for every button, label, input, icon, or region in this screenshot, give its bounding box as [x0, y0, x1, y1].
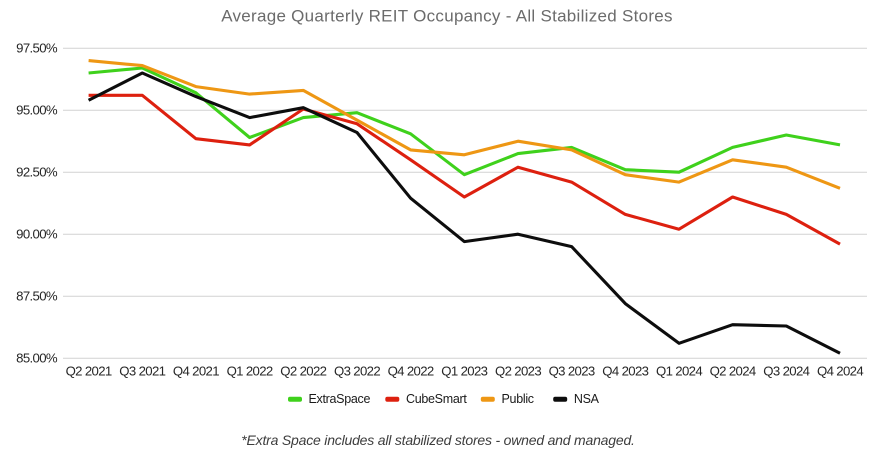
svg-text:87.50%: 87.50%: [16, 289, 58, 304]
svg-text:Public: Public: [502, 392, 534, 406]
svg-text:Average Quarterly REIT Occupan: Average Quarterly REIT Occupancy - All S…: [221, 6, 673, 25]
svg-text:*Extra Space includes all stab: *Extra Space includes all stabilized sto…: [241, 432, 634, 448]
svg-text:Q4 2023: Q4 2023: [602, 363, 648, 378]
svg-text:ExtraSpace: ExtraSpace: [309, 392, 371, 406]
svg-text:Q3 2021: Q3 2021: [119, 363, 165, 378]
svg-text:Q4 2024: Q4 2024: [817, 363, 863, 378]
svg-text:Q1 2022: Q1 2022: [227, 363, 273, 378]
svg-text:Q4 2022: Q4 2022: [388, 363, 434, 378]
svg-text:90.00%: 90.00%: [16, 227, 58, 242]
svg-text:NSA: NSA: [574, 392, 600, 406]
svg-text:Q3 2023: Q3 2023: [549, 363, 595, 378]
svg-text:97.50%: 97.50%: [16, 41, 58, 56]
svg-text:85.00%: 85.00%: [16, 351, 58, 366]
svg-text:CubeSmart: CubeSmart: [406, 392, 467, 406]
svg-text:Q4 2021: Q4 2021: [173, 363, 219, 378]
svg-text:Q2 2023: Q2 2023: [495, 363, 541, 378]
svg-text:Q1 2023: Q1 2023: [441, 363, 487, 378]
svg-text:92.50%: 92.50%: [16, 165, 58, 180]
svg-text:Q2 2021: Q2 2021: [66, 363, 112, 378]
svg-text:95.00%: 95.00%: [16, 103, 58, 118]
svg-text:Q3 2024: Q3 2024: [763, 363, 809, 378]
svg-text:Q3 2022: Q3 2022: [334, 363, 380, 378]
svg-text:Q2 2022: Q2 2022: [280, 363, 326, 378]
svg-text:Q1 2024: Q1 2024: [656, 363, 702, 378]
svg-text:Q2 2024: Q2 2024: [710, 363, 756, 378]
